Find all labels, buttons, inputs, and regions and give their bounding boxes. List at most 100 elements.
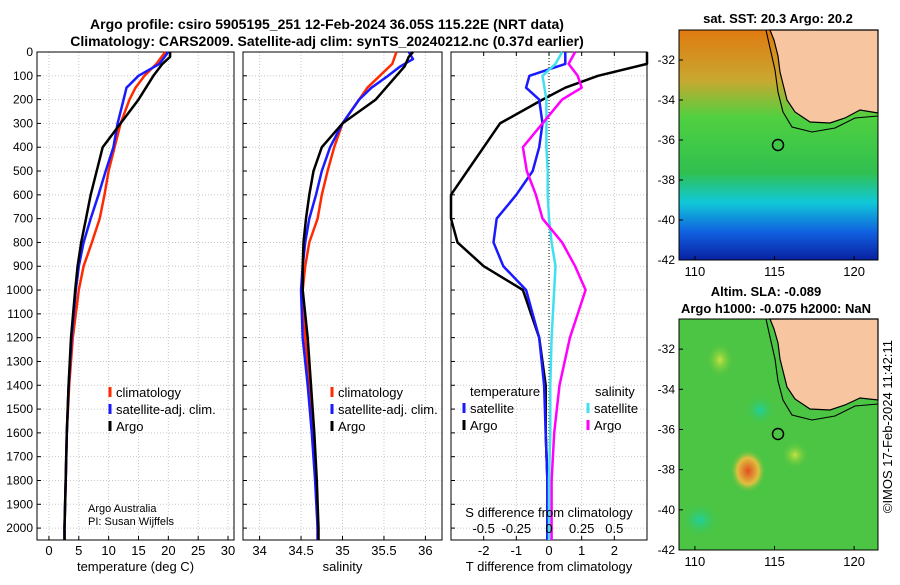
y-tick-label: 600 <box>13 188 33 202</box>
map-x-tick-label: 120 <box>843 264 865 279</box>
s-tick-label: 0 <box>545 521 552 536</box>
x-tick-label: 10 <box>101 543 115 558</box>
x-tick-label: 35 <box>335 543 349 558</box>
legend-label: satellite-adj. clim. <box>338 402 438 417</box>
map-x-tick-label: 115 <box>764 264 785 279</box>
y-tick-label: 2000 <box>6 521 33 535</box>
map-y-tick-label: -38 <box>658 173 676 187</box>
x-tick-label: 5 <box>75 543 82 558</box>
series-line-t-satellite <box>492 52 567 540</box>
sst-map: sat. SST: 20.3 Argo: 20.2 110 115 120 -32 -3… <box>658 11 879 279</box>
s-tick-label: -0.25 <box>502 521 532 536</box>
y-tick-label: 1300 <box>6 354 33 368</box>
y-tick-label: 300 <box>13 116 33 130</box>
legend-title-salinity: salinity <box>595 384 635 399</box>
salinity-panel: 34 34.5 35 35.5 36 salinity climatology satelli… <box>242 51 443 574</box>
sst-float-marker <box>771 138 785 152</box>
legend-label: Argo <box>338 419 365 434</box>
series-line-satellite <box>63 51 170 540</box>
legend-label: Argo <box>116 419 143 434</box>
sla-map: Altim. SLA: -0.089 Argo h1000: -0.075 h2… <box>658 284 879 569</box>
legend-label: climatology <box>338 385 404 400</box>
x-tick-label: 0 <box>45 543 52 558</box>
sla-float-marker <box>771 427 785 441</box>
series-line-argo <box>63 52 172 540</box>
sla-map-title1: Altim. SLA: -0.089 <box>711 284 822 299</box>
y-tick-label: 1900 <box>6 497 33 511</box>
y-tick-label: 1700 <box>6 450 33 464</box>
credit-line1: Argo Australia <box>88 503 157 515</box>
y-tick-label: 1600 <box>6 426 33 440</box>
y-tick-label: 1800 <box>6 473 33 487</box>
x-tick-label: -2 <box>478 543 490 558</box>
y-tick-label: 700 <box>13 212 33 226</box>
y-tick-label: 1200 <box>6 331 33 345</box>
map-y-tick-label: -34 <box>658 382 676 396</box>
map-y-tick-label: -38 <box>658 463 676 477</box>
sla-land <box>769 318 879 411</box>
s-tick-label: 0.25 <box>569 521 594 536</box>
x-tick-label: 15 <box>131 543 145 558</box>
y-tick-label: 900 <box>13 259 33 273</box>
figure-title-line1: Argo profile: csiro 5905195_251 12-Feb-2… <box>90 16 564 32</box>
map-y-tick-label: -34 <box>658 93 676 107</box>
map-x-tick-label: 115 <box>764 554 785 569</box>
y-tick-label: 1400 <box>6 378 33 392</box>
legend-label: Argo <box>470 418 497 433</box>
s-tick-label: 0.5 <box>605 521 623 536</box>
legend-title-temperature: temperature <box>470 384 540 399</box>
map-y-tick-label: -42 <box>658 543 676 557</box>
map-x-tick-label: 110 <box>685 554 706 569</box>
x-axis-label: temperature (deg C) <box>77 559 194 574</box>
series-line-s-argo <box>521 51 587 540</box>
x-tick-label: 0 <box>545 543 552 558</box>
sla-warm-anomaly <box>781 441 809 469</box>
x-axis-label: salinity <box>323 559 363 574</box>
map-y-tick-label: -32 <box>658 342 676 356</box>
x-tick-label: -1 <box>511 543 523 558</box>
y-tick-label: 500 <box>13 164 33 178</box>
y-tick-label: 1000 <box>6 283 33 297</box>
sla-warm-anomaly-2 <box>706 342 734 378</box>
s-tick-label: -0.5 <box>472 521 494 536</box>
x-tick-label: 25 <box>191 543 205 558</box>
map-y-tick-label: -36 <box>658 422 676 436</box>
legend-label: satellite <box>594 401 638 416</box>
legend-label: Argo <box>594 418 621 433</box>
sst-map-title: sat. SST: 20.3 Argo: 20.2 <box>703 11 853 26</box>
sla-map-title2: Argo h1000: -0.075 h2000: NaN <box>681 301 871 316</box>
imos-timestamp: ©IMOS 17-Feb-2024 11:42:11 <box>880 340 895 514</box>
x-tick-label: 30 <box>221 543 235 558</box>
series-line-s-satellite <box>541 51 564 540</box>
x-tick-label: 34.5 <box>288 543 313 558</box>
map-y-tick-label: -42 <box>658 253 676 267</box>
difference-panel: -2 -1 0 1 2T difference from climatology -0.5… <box>449 51 649 574</box>
map-y-tick-label: -32 <box>658 53 676 67</box>
map-y-tick-label: -36 <box>658 133 676 147</box>
sla-coast-contour <box>765 318 879 421</box>
x-tick-label: 2 <box>611 543 618 558</box>
map-x-tick-label: 120 <box>843 554 865 569</box>
sla-cool-anomaly <box>680 502 720 538</box>
legend-label: satellite <box>470 401 514 416</box>
sst-frame <box>678 29 879 261</box>
legend-label: climatology <box>116 385 182 400</box>
legend-label: satellite-adj. clim. <box>116 402 216 417</box>
x-tick-label: 35.5 <box>371 543 396 558</box>
credit-line2: PI: Susan Wijffels <box>88 516 174 528</box>
series-line-satellite <box>299 51 415 540</box>
map-x-tick-label: 110 <box>685 264 706 279</box>
y-tick-label: 100 <box>13 69 33 83</box>
y-tick-label: 200 <box>13 93 33 107</box>
s-axis-label: S difference from climatology <box>465 505 633 520</box>
map-y-tick-label: -40 <box>658 503 676 517</box>
x-tick-label: 34 <box>252 543 266 558</box>
map-y-tick-label: -40 <box>658 213 676 227</box>
x-tick-label: 36 <box>418 543 432 558</box>
sla-hot-anomaly <box>730 449 766 493</box>
temperature-panel: 0 5 10 15 20 25 30 temperature (deg C) 0 100 200 30… <box>6 45 235 574</box>
y-tick-label: 0 <box>26 45 33 59</box>
sst-coast-contour <box>765 29 879 133</box>
x-tick-label: 1 <box>578 543 585 558</box>
